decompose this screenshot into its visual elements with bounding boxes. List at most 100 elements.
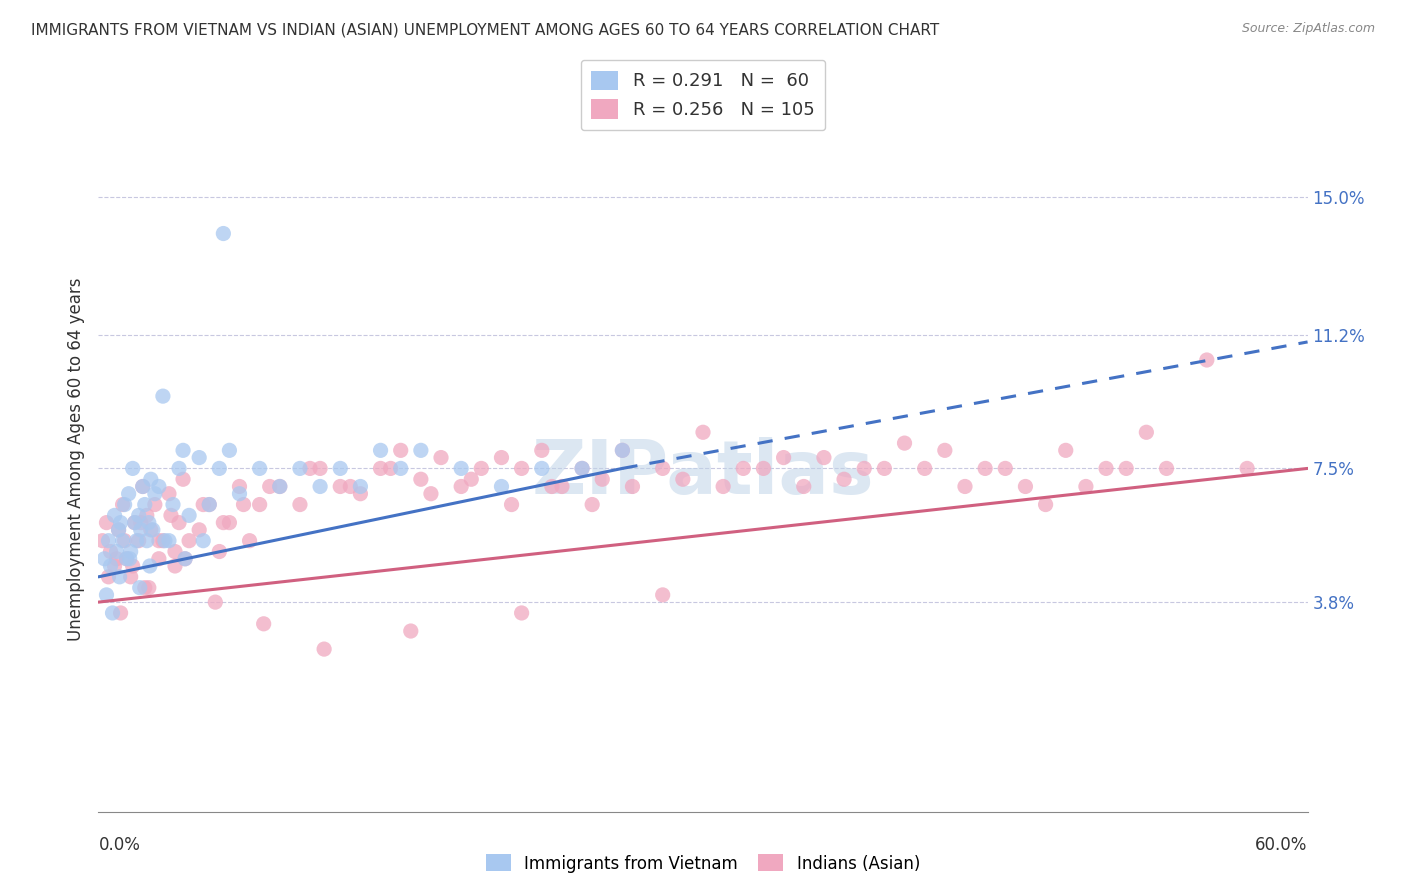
Point: [621, 479, 644, 493]
Point: [115, 551, 138, 566]
Legend: Immigrants from Vietnam, Indians (Asian): Immigrants from Vietnam, Indians (Asian): [479, 847, 927, 880]
Point: [460, 472, 482, 486]
Text: IMMIGRANTS FROM VIETNAM VS INDIAN (ASIAN) UNEMPLOYMENT AMONG AGES 60 TO 64 YEARS: IMMIGRANTS FROM VIETNAM VS INDIAN (ASIAN…: [31, 22, 939, 37]
Point: [152, 389, 174, 403]
Point: [288, 461, 311, 475]
Point: [135, 508, 157, 523]
Point: [134, 498, 156, 512]
Point: [153, 533, 176, 548]
Point: [530, 461, 553, 475]
Point: [174, 551, 197, 566]
Point: [510, 606, 533, 620]
Point: [873, 461, 896, 475]
Point: [253, 616, 276, 631]
Point: [172, 472, 194, 486]
Point: [711, 479, 734, 493]
Point: [612, 443, 634, 458]
Point: [91, 533, 114, 548]
Point: [96, 588, 118, 602]
Point: [108, 570, 131, 584]
Point: [380, 461, 402, 475]
Point: [212, 227, 235, 241]
Point: [129, 523, 152, 537]
Point: [571, 461, 593, 475]
Point: [399, 624, 422, 638]
Point: [128, 508, 150, 523]
Point: [132, 479, 155, 493]
Text: ZIPatlas: ZIPatlas: [531, 437, 875, 510]
Point: [853, 461, 876, 475]
Point: [752, 461, 775, 475]
Point: [152, 533, 174, 548]
Point: [409, 443, 432, 458]
Point: [188, 450, 211, 465]
Point: [188, 523, 211, 537]
Text: 0.0%: 0.0%: [98, 837, 141, 855]
Point: [107, 523, 129, 537]
Point: [103, 559, 125, 574]
Point: [97, 533, 120, 548]
Point: [139, 559, 162, 574]
Point: [179, 508, 201, 523]
Text: 60.0%: 60.0%: [1256, 837, 1308, 855]
Point: [329, 479, 352, 493]
Point: [1054, 443, 1077, 458]
Point: [138, 516, 160, 530]
Point: [157, 486, 180, 500]
Point: [772, 450, 794, 465]
Point: [125, 533, 148, 548]
Point: [269, 479, 291, 493]
Point: [994, 461, 1017, 475]
Point: [97, 570, 120, 584]
Point: [1014, 479, 1036, 493]
Point: [114, 498, 136, 512]
Point: [160, 508, 183, 523]
Point: [581, 498, 603, 512]
Point: [288, 498, 311, 512]
Point: [124, 516, 146, 530]
Point: [143, 486, 166, 500]
Point: [172, 443, 194, 458]
Point: [309, 461, 332, 475]
Point: [167, 516, 190, 530]
Point: [269, 479, 291, 493]
Point: [134, 581, 156, 595]
Point: [571, 461, 593, 475]
Y-axis label: Unemployment Among Ages 60 to 64 years: Unemployment Among Ages 60 to 64 years: [66, 277, 84, 641]
Point: [135, 533, 157, 548]
Point: [228, 479, 250, 493]
Point: [93, 551, 115, 566]
Point: [349, 486, 371, 500]
Point: [349, 479, 371, 493]
Point: [389, 443, 412, 458]
Point: [409, 472, 432, 486]
Point: [163, 544, 186, 558]
Point: [208, 544, 231, 558]
Point: [124, 516, 146, 530]
Point: [339, 479, 361, 493]
Point: [148, 533, 170, 548]
Point: [1195, 353, 1218, 368]
Point: [167, 461, 190, 475]
Point: [198, 498, 221, 512]
Legend: R = 0.291   N =  60, R = 0.256   N = 105: R = 0.291 N = 60, R = 0.256 N = 105: [581, 60, 825, 130]
Point: [139, 472, 162, 486]
Point: [118, 486, 141, 500]
Point: [510, 461, 533, 475]
Point: [162, 498, 184, 512]
Point: [370, 461, 392, 475]
Point: [105, 544, 128, 558]
Point: [813, 450, 835, 465]
Point: [138, 581, 160, 595]
Point: [148, 479, 170, 493]
Point: [218, 443, 240, 458]
Point: [139, 523, 162, 537]
Point: [1095, 461, 1118, 475]
Point: [128, 581, 150, 595]
Point: [1035, 498, 1057, 512]
Point: [101, 606, 124, 620]
Point: [148, 551, 170, 566]
Point: [120, 544, 142, 558]
Point: [100, 544, 122, 558]
Point: [96, 516, 118, 530]
